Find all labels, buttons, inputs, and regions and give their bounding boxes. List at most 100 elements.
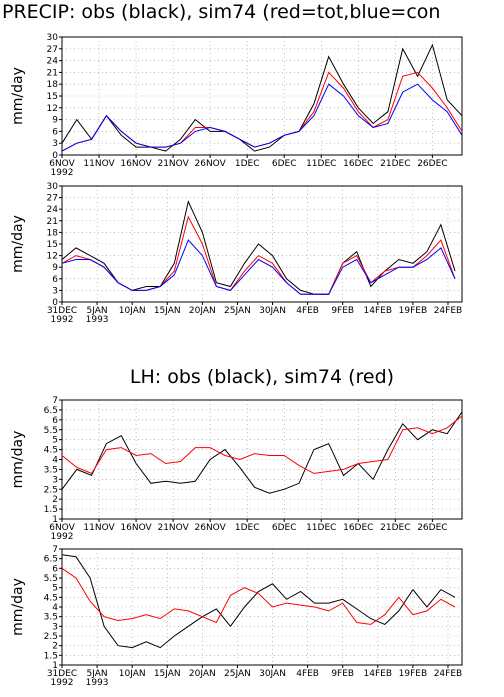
x-tick-label: 16DEC — [343, 159, 373, 169]
x-tick-label: 21DEC — [380, 159, 410, 169]
x-tick-label: 14FEB — [364, 669, 393, 679]
y-tick-label: 5.5 — [44, 426, 58, 436]
y-axis-label: mm/day — [10, 67, 26, 125]
y-tick-label: 4.5 — [44, 593, 58, 603]
series-line — [61, 411, 463, 494]
x-tick-label: 30JAN — [259, 306, 286, 316]
x-year-label: 1993 — [86, 678, 109, 688]
y-tick-label: 5.5 — [44, 574, 58, 584]
y-tick-label: 9 — [52, 116, 58, 126]
y-tick-label: 2 — [52, 495, 58, 505]
x-tick-label: 11NOV — [83, 523, 115, 533]
y-tick-label: 18 — [47, 228, 59, 238]
series-line — [61, 199, 456, 295]
y-tick-label: 7 — [52, 545, 58, 555]
series-line — [61, 567, 456, 625]
x-tick-label: 16DEC — [343, 523, 373, 533]
series-line — [61, 43, 463, 152]
x-year-label: 1992 — [51, 532, 74, 542]
y-axis-label: mm/day — [10, 578, 26, 636]
x-tick-label: 24FEB — [434, 669, 463, 679]
x-tick-label: 14FEB — [364, 306, 393, 316]
x-tick-label: 6NOV — [49, 159, 75, 169]
y-tick-label: 15 — [47, 92, 58, 102]
y-tick-label: 12 — [47, 252, 58, 262]
y-tick-label: 3 — [52, 475, 58, 485]
x-tick-label: 10JAN — [119, 669, 146, 679]
x-year-label: 1992 — [51, 168, 74, 178]
x-tick-label: 15JAN — [154, 306, 181, 316]
y-tick-label: 0 — [52, 298, 58, 308]
plot-frame — [61, 548, 463, 666]
series-line — [61, 554, 456, 649]
y-tick-label: 15 — [47, 240, 58, 250]
y-tick-label: 1.5 — [44, 651, 58, 661]
x-tick-label: 4FEB — [296, 306, 319, 316]
x-tick-label: 16NOV — [120, 523, 152, 533]
y-axis-label: mm/day — [10, 431, 26, 489]
x-tick-label: 21NOV — [157, 523, 189, 533]
x-tick-label: 21DEC — [380, 523, 410, 533]
y-tick-label: 30 — [47, 33, 59, 43]
x-tick-label: 9FEB — [331, 669, 354, 679]
y-tick-label: 1 — [52, 661, 58, 671]
y-tick-label: 4.5 — [44, 446, 58, 456]
y-tick-label: 6 — [52, 416, 58, 426]
x-tick-label: 20JAN — [189, 306, 216, 316]
y-tick-label: 21 — [47, 68, 58, 78]
x-tick-label: 26NOV — [195, 523, 227, 533]
x-tick-label: 26DEC — [417, 159, 447, 169]
y-tick-label: 3.5 — [44, 465, 58, 475]
x-tick-label: 4FEB — [296, 669, 319, 679]
plot-frame — [61, 399, 463, 520]
x-tick-label: 10JAN — [119, 306, 146, 316]
y-tick-label: 3 — [52, 622, 58, 632]
x-tick-label: 5JAN — [87, 669, 108, 679]
series-line — [61, 415, 463, 475]
x-tick-label: 25JAN — [224, 669, 251, 679]
x-tick-label: 16NOV — [120, 159, 152, 169]
x-tick-label: 15JAN — [154, 669, 181, 679]
y-tick-label: 21 — [47, 217, 58, 227]
y-tick-label: 12 — [47, 104, 58, 114]
x-year-label: 1992 — [51, 678, 74, 688]
chart-title: LH: obs (black), sim74 (red) — [130, 366, 394, 388]
x-tick-label: 21NOV — [157, 159, 189, 169]
y-tick-label: 7 — [52, 396, 58, 406]
x-tick-label: 1DEC — [235, 523, 260, 533]
y-tick-label: 27 — [47, 45, 58, 55]
y-tick-label: 9 — [52, 263, 58, 273]
y-tick-label: 3 — [52, 139, 58, 149]
x-tick-label: 6DEC — [272, 523, 297, 533]
x-tick-label: 9FEB — [331, 306, 354, 316]
y-tick-label: 0 — [52, 151, 58, 161]
x-tick-label: 24FEB — [434, 306, 463, 316]
y-tick-label: 6 — [52, 275, 58, 285]
y-tick-label: 6.5 — [44, 555, 58, 565]
series-line — [61, 239, 456, 295]
x-year-label: 1993 — [86, 315, 109, 325]
y-tick-label: 3 — [52, 286, 58, 296]
x-tick-label: 19FEB — [399, 306, 428, 316]
x-tick-label: 11DEC — [306, 523, 336, 533]
y-tick-label: 6 — [52, 564, 58, 574]
x-year-label: 1992 — [51, 315, 74, 325]
series-line — [61, 83, 463, 152]
y-tick-label: 2 — [52, 642, 58, 652]
y-tick-label: 30 — [47, 182, 59, 192]
series-line — [61, 215, 456, 295]
y-tick-label: 24 — [47, 57, 59, 67]
x-tick-label: 1DEC — [235, 159, 260, 169]
plot-frame — [61, 36, 463, 156]
x-tick-label: 31DEC — [47, 306, 77, 316]
y-tick-label: 24 — [47, 205, 59, 215]
y-tick-label: 2.5 — [44, 632, 58, 642]
x-tick-label: 5JAN — [87, 306, 108, 316]
y-tick-label: 3.5 — [44, 613, 58, 623]
y-tick-label: 18 — [47, 80, 59, 90]
x-tick-label: 25JAN — [224, 306, 251, 316]
y-tick-label: 27 — [47, 194, 58, 204]
y-tick-label: 6.5 — [44, 406, 58, 416]
x-tick-label: 26NOV — [195, 159, 227, 169]
